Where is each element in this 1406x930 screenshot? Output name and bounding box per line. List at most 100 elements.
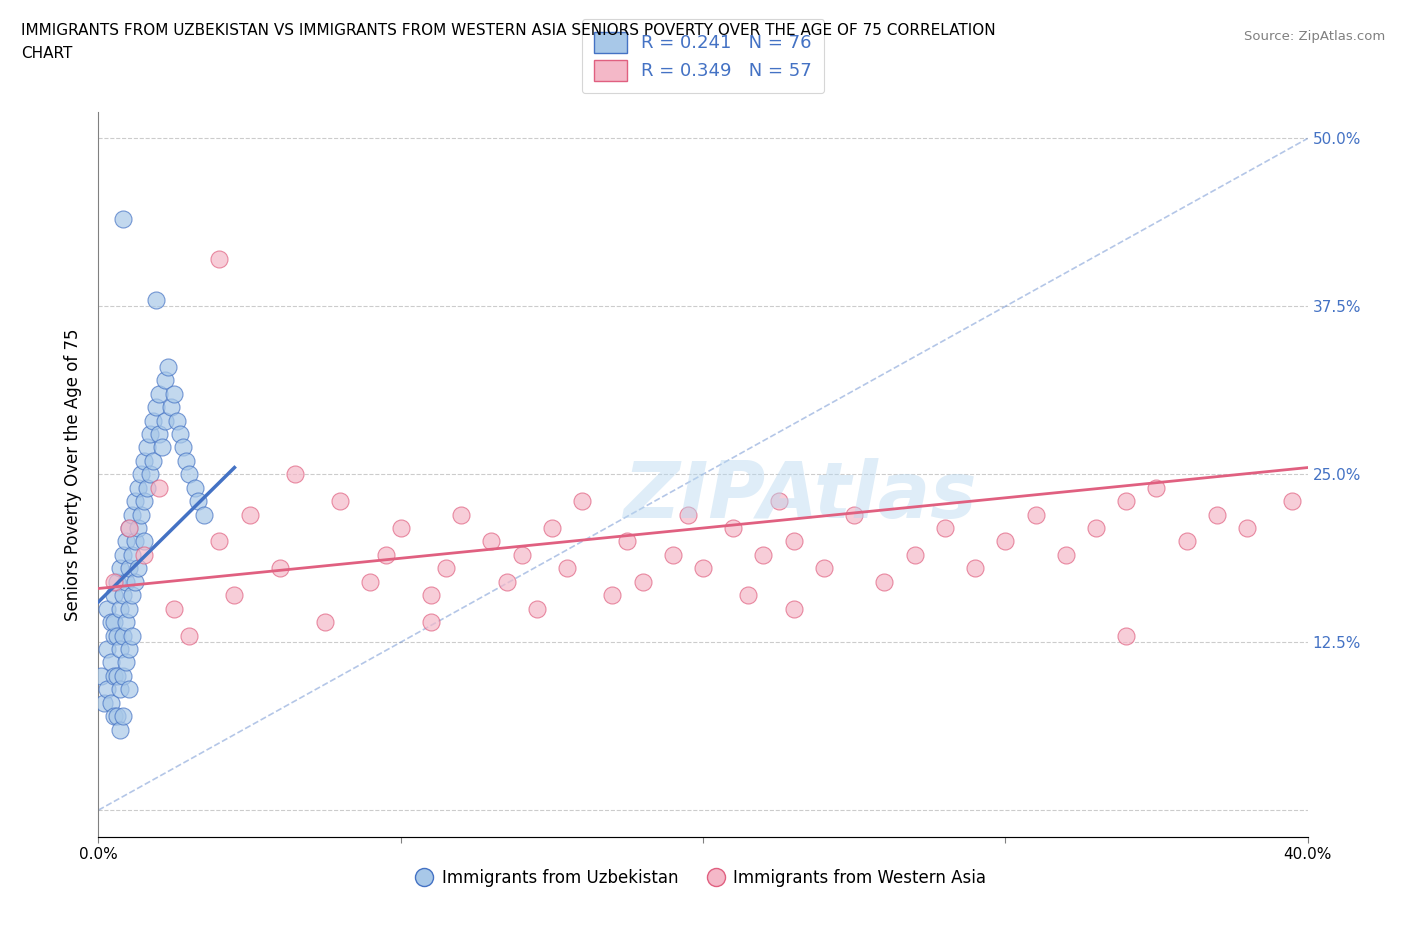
Point — [156, 359, 179, 374]
Point — [873, 575, 896, 590]
Point — [420, 588, 443, 603]
Point — [118, 682, 141, 697]
Point — [208, 252, 231, 267]
Point — [1144, 480, 1167, 495]
Point — [118, 521, 141, 536]
Point — [96, 682, 118, 697]
Point — [179, 628, 201, 643]
Point — [1115, 628, 1137, 643]
Point — [100, 696, 122, 711]
Point — [142, 413, 165, 428]
Point — [224, 588, 246, 603]
Point — [100, 655, 122, 670]
Point — [103, 588, 125, 603]
Point — [434, 561, 457, 576]
Point — [994, 534, 1017, 549]
Point — [160, 400, 183, 415]
Point — [148, 386, 170, 401]
Point — [111, 588, 134, 603]
Point — [121, 588, 143, 603]
Point — [114, 534, 136, 549]
Point — [108, 722, 131, 737]
Point — [163, 386, 186, 401]
Point — [1024, 507, 1046, 522]
Point — [481, 534, 503, 549]
Point — [844, 507, 866, 522]
Point — [692, 561, 714, 576]
Point — [108, 682, 131, 697]
Point — [129, 467, 152, 482]
Point — [127, 521, 149, 536]
Point — [108, 642, 131, 657]
Point — [96, 601, 118, 616]
Point — [111, 709, 134, 724]
Point — [172, 440, 194, 455]
Point — [676, 507, 699, 522]
Point — [602, 588, 624, 603]
Point — [284, 467, 307, 482]
Point — [139, 427, 162, 442]
Point — [783, 534, 806, 549]
Y-axis label: Seniors Poverty Over the Age of 75: Seniors Poverty Over the Age of 75 — [65, 328, 83, 620]
Point — [737, 588, 759, 603]
Point — [374, 548, 396, 563]
Point — [139, 467, 162, 482]
Point — [118, 642, 141, 657]
Point — [768, 494, 790, 509]
Point — [616, 534, 638, 549]
Point — [93, 696, 115, 711]
Point — [135, 480, 157, 495]
Point — [904, 548, 927, 563]
Point — [124, 494, 146, 509]
Point — [314, 615, 336, 630]
Point — [163, 601, 186, 616]
Point — [193, 507, 215, 522]
Point — [132, 534, 155, 549]
Point — [121, 548, 143, 563]
Point — [148, 480, 170, 495]
Point — [127, 480, 149, 495]
Point — [208, 534, 231, 549]
Point — [934, 521, 956, 536]
Point — [1236, 521, 1258, 536]
Point — [965, 561, 987, 576]
Point — [1054, 548, 1077, 563]
Point — [148, 427, 170, 442]
Point — [1281, 494, 1303, 509]
Point — [239, 507, 262, 522]
Point — [571, 494, 593, 509]
Point — [96, 642, 118, 657]
Point — [661, 548, 683, 563]
Text: Source: ZipAtlas.com: Source: ZipAtlas.com — [1244, 30, 1385, 43]
Point — [169, 427, 191, 442]
Point — [105, 669, 128, 684]
Point — [723, 521, 745, 536]
Point — [1206, 507, 1229, 522]
Point — [153, 413, 176, 428]
Point — [108, 561, 131, 576]
Point — [124, 534, 146, 549]
Point — [135, 440, 157, 455]
Point — [105, 628, 128, 643]
Point — [103, 575, 125, 590]
Point — [166, 413, 188, 428]
Text: CHART: CHART — [21, 46, 73, 61]
Point — [132, 494, 155, 509]
Point — [174, 454, 197, 469]
Point — [111, 669, 134, 684]
Point — [108, 601, 131, 616]
Point — [752, 548, 775, 563]
Point — [420, 615, 443, 630]
Point — [269, 561, 291, 576]
Point — [184, 480, 207, 495]
Point — [540, 521, 562, 536]
Text: IMMIGRANTS FROM UZBEKISTAN VS IMMIGRANTS FROM WESTERN ASIA SENIORS POVERTY OVER : IMMIGRANTS FROM UZBEKISTAN VS IMMIGRANTS… — [21, 23, 995, 38]
Point — [1115, 494, 1137, 509]
Point — [118, 561, 141, 576]
Point — [114, 615, 136, 630]
Point — [329, 494, 352, 509]
Point — [103, 615, 125, 630]
Point — [114, 655, 136, 670]
Legend: Immigrants from Uzbekistan, Immigrants from Western Asia: Immigrants from Uzbekistan, Immigrants f… — [413, 863, 993, 894]
Point — [103, 669, 125, 684]
